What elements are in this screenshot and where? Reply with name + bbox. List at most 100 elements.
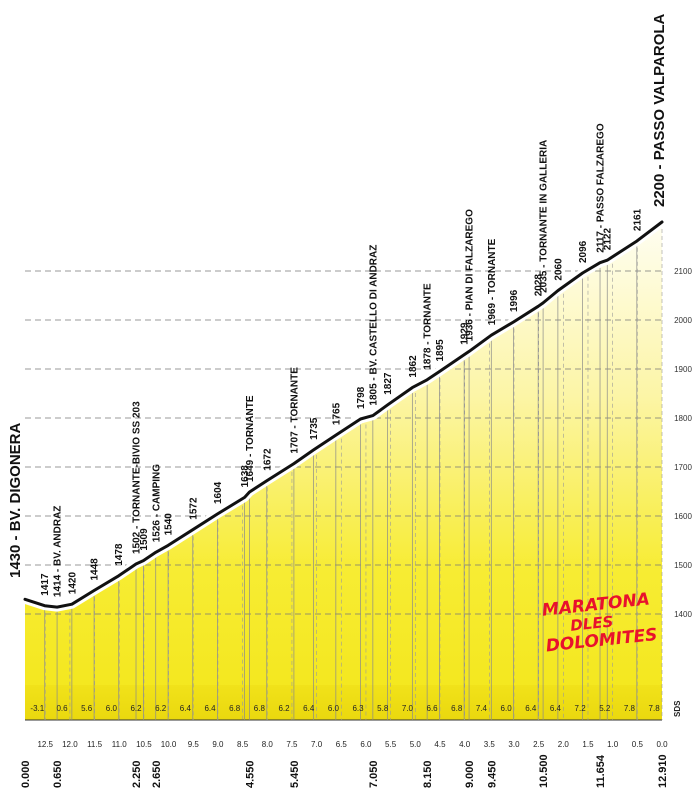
waypoint-label: 1765 — [331, 402, 342, 425]
waypoint-label: 1798 — [356, 386, 367, 409]
gradient-value: 6.2 — [130, 704, 142, 713]
waypoint-label: 1420 — [67, 572, 78, 595]
elevation-tick: 1600 — [674, 512, 692, 521]
distance-to-go-tick: 4.5 — [434, 740, 446, 749]
waypoint-label: 1878 - TORNANTE — [423, 283, 434, 370]
distance-to-go-tick: 8.0 — [262, 740, 274, 749]
waypoint-label: 1448 — [90, 558, 101, 581]
gradient-band — [25, 685, 662, 720]
gradient-value: 7.0 — [402, 704, 414, 713]
distance-to-go-tick: 3.5 — [484, 740, 496, 749]
gradient-value: 6.4 — [550, 704, 562, 713]
distance-to-go-tick: 7.5 — [286, 740, 298, 749]
waypoint-label: 1649 - TORNANTE — [245, 395, 256, 482]
waypoint-label: 1735 — [309, 417, 320, 440]
gradient-value: 5.2 — [599, 704, 611, 713]
gradient-value: 6.8 — [229, 704, 241, 713]
distance-tick: 10.500 — [538, 754, 550, 788]
waypoint-label: 2060 — [553, 258, 564, 281]
gradient-value: 6.8 — [254, 704, 266, 713]
gradient-value: 5.6 — [81, 704, 93, 713]
waypoint-label: 1478 — [114, 543, 125, 566]
gradient-value: 7.8 — [624, 704, 636, 713]
gradient-value: 6.0 — [328, 704, 340, 713]
gradient-value: 0.6 — [56, 704, 68, 713]
distance-markers — [44, 222, 663, 720]
waypoint-label: 1540 — [164, 513, 175, 536]
gradient-value: 6.4 — [525, 704, 537, 713]
elevation-tick: 2000 — [674, 316, 692, 325]
waypoint-label: 1936 - PIAN DI FALZAREGO — [465, 209, 476, 341]
distance-to-go-tick: 9.5 — [188, 740, 200, 749]
distance-to-go-tick: 10.5 — [136, 740, 152, 749]
distance-to-go-tick: 0.5 — [632, 740, 644, 749]
gradient-value: 6.6 — [427, 704, 439, 713]
waypoint-labels: 1417 1414 - BV. ANDRAZ 1420 1448 1478 1502 - … — [40, 123, 643, 597]
gradient-value: 6.2 — [278, 704, 290, 713]
distance-labels: 0.000 0.650 2.250 2.650 4.550 5.450 7.050 8.150… — [20, 754, 669, 788]
waypoint-label: 1414 - BV. ANDRAZ — [53, 506, 64, 598]
distance-to-go-tick: 1.0 — [607, 740, 619, 749]
distance-to-go-tick: 6.0 — [360, 740, 372, 749]
distance-to-go-tick: 6.5 — [336, 740, 348, 749]
distance-tick: 0.650 — [52, 760, 64, 788]
waypoint-label: 1509 — [139, 528, 150, 551]
distance-to-go-tick: 2.0 — [558, 740, 570, 749]
distance-to-go-tick: 12.5 — [37, 740, 53, 749]
waypoint-label: 1969 - TORNANTE — [487, 238, 498, 325]
distance-to-go-labels: 12.5 12.0 11.5 11.0 10.5 10.0 9.5 9.0 8.5 8.0 7.5 7… — [37, 740, 668, 749]
gradient-value: 5.8 — [377, 704, 389, 713]
waypoint-label: 1672 — [262, 448, 273, 471]
gradient-value: 6.0 — [501, 704, 513, 713]
waypoint-label: 1638 — [240, 465, 251, 488]
waypoint-label: 1417 — [40, 573, 51, 596]
gradient-value: 6.4 — [204, 704, 216, 713]
distance-to-go-tick: 8.5 — [237, 740, 249, 749]
distance-tick: 0.000 — [20, 760, 32, 788]
gradient-value: 7.8 — [649, 704, 661, 713]
waypoint-label: 1604 — [213, 481, 224, 504]
distance-to-go-tick: 4.0 — [459, 740, 471, 749]
elevation-tick: 1400 — [674, 610, 692, 619]
waypoint-label: 1827 — [383, 372, 394, 395]
distance-to-go-tick: 10.0 — [161, 740, 177, 749]
distance-tick: 9.000 — [464, 760, 476, 788]
waypoint-label: 2028 — [534, 274, 545, 297]
distance-to-go-tick: 3.0 — [508, 740, 520, 749]
elevation-tick: 1700 — [674, 463, 692, 472]
waypoint-label: 1862 — [408, 355, 419, 378]
waypoint-label: 2117 - PASSO FALZAREGO — [596, 123, 607, 253]
gradient-value: 6.3 — [352, 704, 364, 713]
gradient-value: 7.2 — [575, 704, 587, 713]
elevation-tick: 1900 — [674, 365, 692, 374]
waypoint-label: 1707 - TORNANTE — [289, 367, 300, 454]
distance-tick: 2.650 — [151, 760, 163, 788]
gradient-value: 6.2 — [155, 704, 167, 713]
distance-tick: 4.550 — [245, 760, 257, 788]
distance-to-go-tick: 2.5 — [533, 740, 545, 749]
waypoint-label: 2122 — [603, 228, 614, 251]
distance-to-go-tick: 7.0 — [311, 740, 323, 749]
distance-to-go-tick: 12.0 — [62, 740, 78, 749]
distance-to-go-tick: 5.0 — [410, 740, 422, 749]
waypoint-label: 2161 — [632, 208, 643, 231]
distance-to-go-tick: 11.5 — [87, 740, 103, 749]
waypoint-label: 1895 — [435, 339, 446, 362]
gradient-labels: -3.1 0.6 5.6 6.0 6.2 6.2 6.4 6.4 6.8 6.8 6.2 6.4 6.0… — [30, 704, 660, 713]
distance-tick: 12.910 — [657, 754, 669, 788]
elevation-tick-labels: 1400 1500 1600 1700 1800 1900 2000 2100 — [674, 267, 692, 619]
waypoint-label: 2096 — [578, 240, 589, 263]
waypoint-label: 1572 — [188, 497, 199, 520]
profile-stroke — [23, 220, 664, 609]
distance-to-go-tick: 5.5 — [385, 740, 397, 749]
gradient-value: -3.1 — [30, 704, 44, 713]
waypoint-label: 1526 - CAMPING — [151, 464, 162, 543]
elevation-gridlines — [25, 270, 662, 615]
distance-tick: 11.654 — [595, 754, 607, 788]
logo-line-2: DLES — [569, 612, 614, 634]
waypoint-label: 1996 — [509, 289, 520, 312]
elevation-tick: 1800 — [674, 414, 692, 423]
waypoint-label: 1502 - TORNANTE-BIVIO SS 203 — [132, 401, 143, 554]
gradient-value: 6.8 — [451, 704, 463, 713]
